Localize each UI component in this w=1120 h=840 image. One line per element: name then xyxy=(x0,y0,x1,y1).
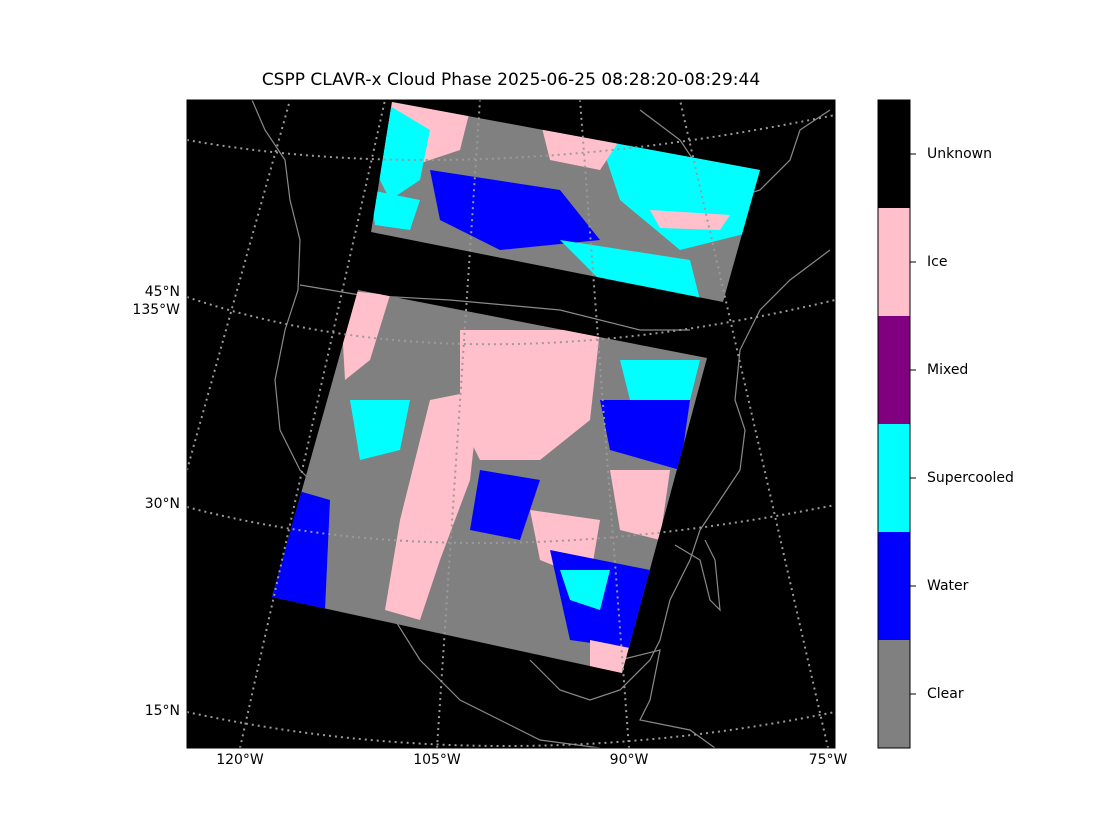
lat-label: 30°N xyxy=(145,496,180,512)
lat-label: 15°N xyxy=(145,703,180,719)
chart-title: CSPP CLAVR-x Cloud Phase 2025-06-25 08:2… xyxy=(262,70,760,90)
map xyxy=(187,100,835,748)
coastline xyxy=(619,649,716,748)
graticule-line xyxy=(679,100,829,748)
graticule-line xyxy=(239,100,386,748)
colorbar-label: Supercooled xyxy=(927,470,1014,486)
colorbar-frame xyxy=(877,99,911,749)
coastline xyxy=(251,100,601,748)
colorbar-swatch xyxy=(878,640,910,748)
cloud-phase-region xyxy=(610,470,670,540)
coastline xyxy=(529,249,831,701)
colorbar-label: Unknown xyxy=(927,146,992,162)
colorbar-label: Clear xyxy=(927,686,964,702)
graticule-line xyxy=(187,711,835,747)
cloud-phase-region xyxy=(650,210,730,230)
colorbar-swatch xyxy=(878,208,910,316)
map-frame xyxy=(186,99,836,749)
graticule-line xyxy=(436,100,481,748)
colorbar: Clear Water Supercooled Mixed Ice Unknown xyxy=(877,99,1014,749)
colorbar-swatch xyxy=(878,532,910,640)
colorbar-label: Mixed xyxy=(927,362,968,378)
colorbar-label: Ice xyxy=(927,254,947,270)
cloud-phase-region xyxy=(370,190,420,230)
graticule xyxy=(187,100,835,748)
cloud-phase-region xyxy=(460,330,600,460)
graticule-line xyxy=(579,100,630,748)
cloud-phase-region xyxy=(340,290,390,380)
cloud-phase-region xyxy=(560,570,610,610)
coastline xyxy=(674,539,721,612)
colorbar-label: Water xyxy=(927,578,969,594)
cloud-phase-region xyxy=(600,140,760,250)
cloud-phase-region xyxy=(620,360,700,400)
cloud-phase-region xyxy=(600,400,690,470)
graticule-line xyxy=(187,504,835,544)
colorbar-swatch xyxy=(878,100,910,208)
lon-label: 75°W xyxy=(809,752,848,768)
lon-label: 90°W xyxy=(610,752,649,768)
cloud-phase-region xyxy=(560,240,700,300)
cloud-phase-region xyxy=(350,400,410,460)
border xyxy=(299,284,690,331)
cloud-phase-region xyxy=(470,470,540,540)
graticule-line xyxy=(187,100,291,471)
lon-label: 120°W xyxy=(216,752,264,768)
cloud-phase-region xyxy=(430,170,600,250)
colorbar-swatch xyxy=(878,424,910,532)
lon-label: 135°W xyxy=(132,302,180,318)
lon-label: 105°W xyxy=(413,752,461,768)
colorbar-swatch xyxy=(878,316,910,424)
lat-label: 45°N xyxy=(145,284,180,300)
